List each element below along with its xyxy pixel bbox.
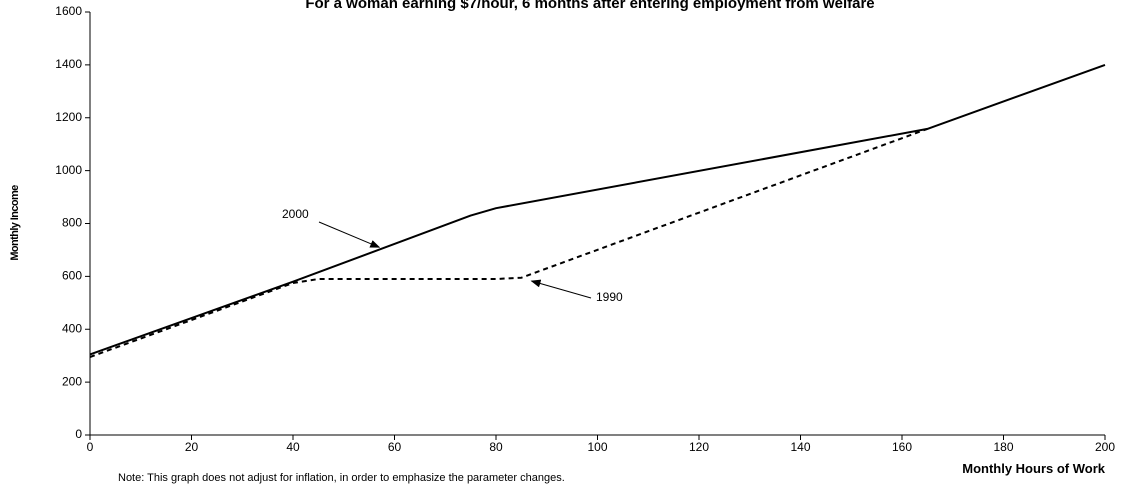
annotation-label-1990: 1990: [596, 290, 623, 304]
y-tick-label: 1000: [55, 163, 82, 177]
x-tick-label: 100: [587, 440, 607, 454]
annotation-label-2000: 2000: [282, 207, 309, 221]
x-tick-label: 80: [489, 440, 503, 454]
x-tick-label: 120: [689, 440, 709, 454]
x-axis-title: Monthly Hours of Work: [962, 461, 1106, 476]
annotation-arrow-1990: [530, 279, 592, 299]
y-tick-label: 1400: [55, 57, 82, 71]
y-tick-label: 400: [62, 321, 82, 335]
x-ticks: 0 20 40 60 80 100 120 140 160 180 200: [87, 435, 1115, 454]
series-layer: [89, 63, 1106, 358]
x-tick-label: 180: [993, 440, 1013, 454]
y-axis-title: Monthly Income: [9, 185, 21, 261]
y-tick-label: 1200: [55, 110, 82, 124]
y-tick-label: 600: [62, 269, 82, 283]
annotation-layer: 2000 1990: [282, 207, 623, 304]
x-tick-label: 0: [87, 440, 94, 454]
y-tick-label: 1600: [55, 4, 82, 18]
y-tick-label: 0: [75, 427, 82, 441]
x-tick-label: 200: [1095, 440, 1115, 454]
chart-note: Note: This graph does not adjust for inf…: [118, 472, 565, 484]
x-tick-label: 20: [185, 440, 199, 454]
y-tick-label: 800: [62, 216, 82, 230]
x-tick-label: 140: [790, 440, 810, 454]
x-tick-label: 60: [388, 440, 402, 454]
annotation-arrow-2000: [318, 221, 381, 248]
x-tick-label: 160: [892, 440, 912, 454]
series-line-2000: [89, 63, 1106, 356]
x-tick-label: 40: [286, 440, 300, 454]
chart-title: For a woman earning $7/hour, 6 months af…: [305, 0, 874, 12]
y-tick-label: 200: [62, 374, 82, 388]
y-ticks: 0 200 400 600 800 1000 1200 1400 1600: [55, 4, 90, 441]
series-line-1990: [89, 127, 928, 358]
